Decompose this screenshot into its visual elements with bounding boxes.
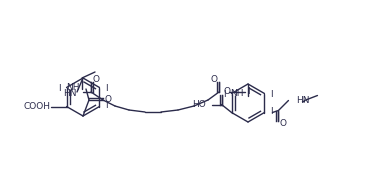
Text: NH: NH — [230, 90, 244, 98]
Text: I: I — [105, 101, 108, 110]
Text: O: O — [105, 95, 112, 105]
Text: O: O — [223, 87, 230, 96]
Text: I: I — [247, 88, 249, 97]
Text: O: O — [280, 119, 287, 128]
Text: I: I — [223, 90, 226, 99]
Text: I: I — [270, 90, 273, 99]
Text: I: I — [58, 84, 61, 93]
Text: I: I — [270, 107, 273, 116]
Text: O: O — [210, 74, 217, 84]
Text: HN: HN — [296, 96, 310, 105]
Text: NH: NH — [67, 83, 80, 91]
Text: COOH: COOH — [23, 102, 50, 111]
Text: HN: HN — [63, 88, 77, 98]
Text: I: I — [105, 84, 108, 93]
Text: HO: HO — [192, 100, 206, 109]
Text: O: O — [93, 74, 100, 84]
